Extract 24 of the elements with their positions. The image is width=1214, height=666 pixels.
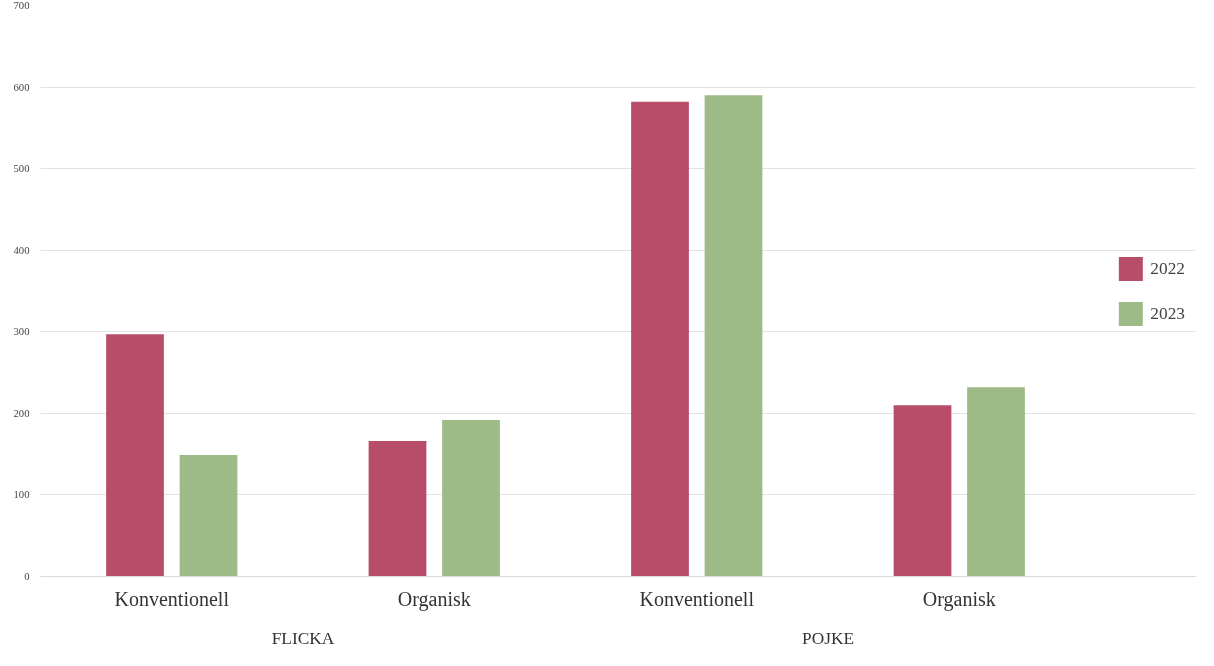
bar: [631, 101, 689, 577]
bar: [893, 405, 952, 577]
y-tick-label: 100: [13, 489, 30, 501]
legend-label: 2023: [1150, 303, 1185, 323]
y-tick-label: 200: [13, 407, 30, 419]
text: POJKE: [802, 628, 854, 648]
y-tick-label: 600: [13, 81, 30, 93]
y-tick-label: 400: [13, 244, 30, 256]
x-tick-label: Konventionell: [114, 587, 230, 610]
bar: [106, 334, 164, 577]
bar: [442, 419, 500, 577]
x-tick-label: Organisk: [397, 587, 471, 611]
bar: [704, 95, 763, 577]
y-tick-label: 300: [13, 326, 30, 338]
bar: [179, 454, 238, 577]
y-tick-label: 0: [24, 571, 30, 582]
bar: [368, 441, 427, 577]
text: FLICKA: [271, 628, 335, 648]
y-tick-label: 500: [13, 163, 30, 175]
y-tick-label: 700: [13, 0, 30, 11]
x-tick-label: Organisk: [922, 587, 996, 611]
bar: [967, 387, 1025, 577]
legend-label: 2022: [1150, 258, 1185, 278]
x-tick-label: Konventionell: [639, 587, 755, 610]
